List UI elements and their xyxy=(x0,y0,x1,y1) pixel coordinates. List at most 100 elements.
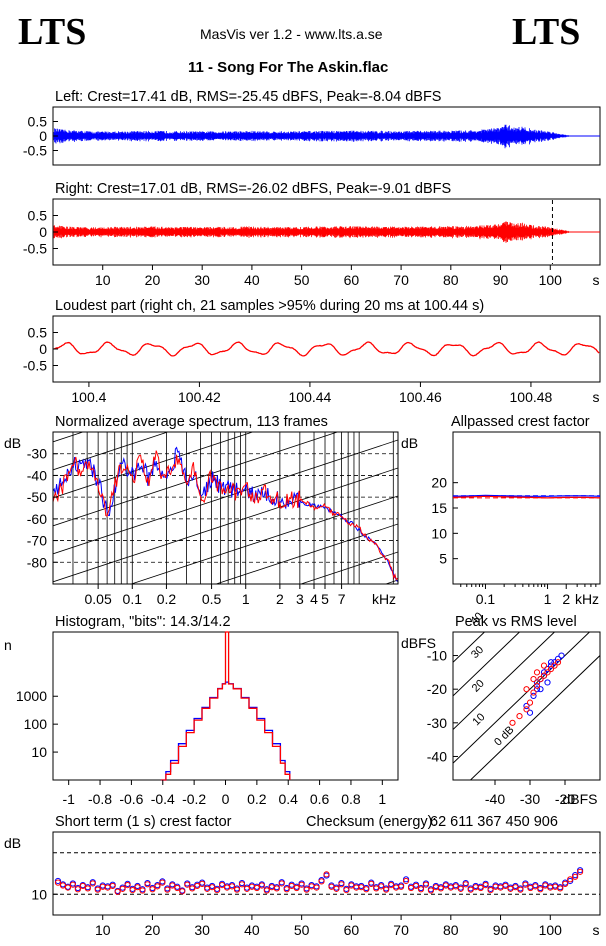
crest-point-1 xyxy=(562,880,569,887)
x-tick-label: 0.05 xyxy=(85,591,112,607)
x-axis-label: dBFS xyxy=(562,791,597,807)
crest-point-1 xyxy=(437,885,444,892)
y-tick-label: -60 xyxy=(27,511,47,527)
panel-title: Histogram, "bits": 14.3/14.2 xyxy=(55,614,231,630)
crest-point-1 xyxy=(293,884,300,892)
crest-point-1 xyxy=(273,885,280,892)
panel-title: Allpassed crest factor xyxy=(451,414,590,430)
y-tick-label: 0.5 xyxy=(28,325,48,341)
crest-line xyxy=(469,655,600,780)
crest-point-1 xyxy=(154,883,161,890)
histogram-series-0 xyxy=(161,681,291,781)
x-unit-label: s xyxy=(593,922,600,938)
crest-point-1 xyxy=(258,882,265,889)
crest-point-1 xyxy=(144,881,151,888)
x-tick-label: 100.42 xyxy=(178,389,221,405)
scatter-point-0 xyxy=(551,659,558,666)
crest-point-1 xyxy=(79,882,86,890)
x-tick-label: -30 xyxy=(520,791,540,807)
y-tick-label: 10 xyxy=(31,744,47,760)
lts-logo-left: LTS xyxy=(18,11,87,53)
x-unit-label: kHz xyxy=(372,591,396,607)
x-tick-label: 20 xyxy=(145,922,161,938)
crest-point-1 xyxy=(348,882,355,889)
x-tick-label: 0.5 xyxy=(202,591,222,607)
scatter-point-1 xyxy=(533,669,541,676)
x-tick-label: 10 xyxy=(95,922,111,938)
x-tick-label: 80 xyxy=(443,272,459,288)
panel-title: Right: Crest=17.01 dB, RMS=-26.02 dBFS, … xyxy=(55,181,451,197)
crest-line-label: 20 xyxy=(470,678,487,695)
crest-point-1 xyxy=(328,883,335,890)
scatter-point-1 xyxy=(551,662,558,669)
scatter-point-1 xyxy=(540,662,548,669)
y-tick-label: -30 xyxy=(27,446,47,462)
crest-point-1 xyxy=(338,881,345,888)
scatter-point-1 xyxy=(523,686,530,693)
x-tick-label: 0.4 xyxy=(278,791,298,807)
x-tick-label: 0.1 xyxy=(476,591,496,607)
scatter-point-0 xyxy=(533,679,541,686)
slope-line xyxy=(299,551,398,584)
y-axis-label: dBFS xyxy=(401,635,436,651)
crest-point-1 xyxy=(477,884,484,892)
y-axis-label: dB xyxy=(401,435,418,451)
x-tick-label: 30 xyxy=(194,922,210,938)
scatter-point-0 xyxy=(547,662,555,669)
crest-point-1 xyxy=(238,881,246,888)
crest-diagonals xyxy=(453,632,600,780)
crest-point-1 xyxy=(54,879,62,886)
x-tick-label: 2 xyxy=(276,591,284,607)
spectrum-panel: Normalized average spectrum, 113 frames d… xyxy=(4,414,399,607)
histogram-panel: Histogram, "bits": 14.3/14.2n100010010-1… xyxy=(4,614,399,807)
x-tick-label: 30 xyxy=(194,272,210,288)
x-tick-label: -0.2 xyxy=(182,791,206,807)
crest-point-1 xyxy=(253,884,260,892)
crest-point-1 xyxy=(228,883,236,890)
crest-point-1 xyxy=(313,884,320,891)
spectrum-series-1 xyxy=(53,450,398,581)
y-tick-label: 20 xyxy=(431,475,447,491)
scatter-point-0 xyxy=(544,665,551,673)
crest-point-1 xyxy=(159,879,166,886)
crest-point-1 xyxy=(298,881,305,888)
y-tick-label: 5 xyxy=(439,551,447,567)
x-tick-label: 0.2 xyxy=(157,591,177,607)
scatter-point-1 xyxy=(537,675,544,683)
crest-point-1 xyxy=(164,886,171,893)
y-tick-label: 0 xyxy=(39,341,47,357)
x-tick-label: 70 xyxy=(393,922,409,938)
y-tick-label: 0.5 xyxy=(28,114,48,130)
panel-title: Normalized average spectrum, 113 frames xyxy=(55,414,328,430)
y-tick-label: 0 xyxy=(39,128,47,144)
y-tick-label: 1000 xyxy=(16,688,47,704)
y-tick-label: -0.5 xyxy=(23,358,47,374)
crest-point-1 xyxy=(283,886,290,893)
x-tick-label: -1 xyxy=(62,791,75,807)
panel-title: Left: Crest=17.41 dB, RMS=-25.45 dBFS, P… xyxy=(55,89,441,105)
crest-point-1 xyxy=(149,886,156,893)
crest-line xyxy=(453,632,486,663)
crest-point-1 xyxy=(323,871,330,878)
crest-point-1 xyxy=(378,883,385,890)
crest-point-1 xyxy=(124,882,131,889)
crest-point-1 xyxy=(402,877,410,885)
crest-point-1 xyxy=(114,888,121,895)
x-tick-label: 20 xyxy=(145,272,161,288)
crest-line xyxy=(453,632,521,697)
scatter-point-0 xyxy=(523,702,530,710)
scatter-point-1 xyxy=(526,699,534,706)
short-term-crest-panel: Short term (1 s) crest factor Checksum (e… xyxy=(4,814,601,938)
crest-line-label: 10 xyxy=(470,711,487,728)
crest-point-1 xyxy=(358,884,365,891)
crest-point-1 xyxy=(218,882,226,889)
crest-point-1 xyxy=(427,887,435,894)
crest-point-1 xyxy=(522,881,529,888)
crest-point-1 xyxy=(388,882,395,889)
slope-line xyxy=(214,523,398,584)
x-tick-label: 0.2 xyxy=(247,791,267,807)
crest-point-1 xyxy=(134,884,141,891)
scatter-point-0 xyxy=(530,692,537,700)
x-tick-label: 90 xyxy=(493,272,509,288)
